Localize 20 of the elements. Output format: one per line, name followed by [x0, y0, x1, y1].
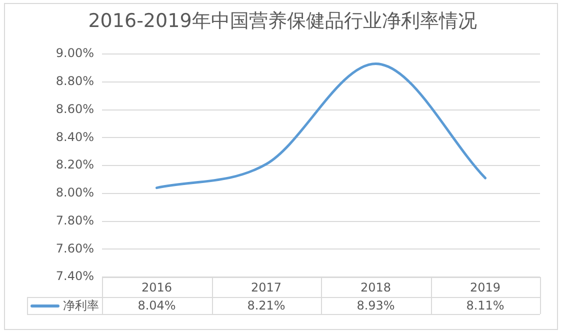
y-tick-label: 8.80% — [56, 74, 94, 88]
y-tick-label: 8.40% — [56, 130, 94, 144]
x-tick-label: 2016 — [141, 280, 172, 294]
line-series — [156, 62, 486, 190]
y-tick-label: 7.60% — [56, 241, 94, 256]
y-tick-label: 8.60% — [56, 102, 94, 116]
y-tick-label: 8.00% — [56, 186, 94, 200]
y-tick-label: 7.40% — [56, 269, 94, 284]
y-tick-label: 7.80% — [56, 213, 94, 228]
legend-label: 净利率 — [63, 298, 99, 313]
data-label: 8.93% — [356, 298, 395, 313]
data-label: 8.11% — [466, 298, 504, 313]
data-label: 8.21% — [247, 298, 286, 313]
x-tick-label: 2017 — [250, 280, 282, 294]
y-tick-label: 8.20% — [56, 158, 94, 172]
data-label: 8.04% — [138, 298, 176, 313]
x-tick-label: 2018 — [360, 280, 392, 294]
x-tick-label: 2019 — [470, 280, 501, 294]
chart-title: 2016-2019年中国营养保健品行业净利率情况 — [88, 10, 477, 32]
y-tick-label: 9.00% — [56, 46, 94, 60]
